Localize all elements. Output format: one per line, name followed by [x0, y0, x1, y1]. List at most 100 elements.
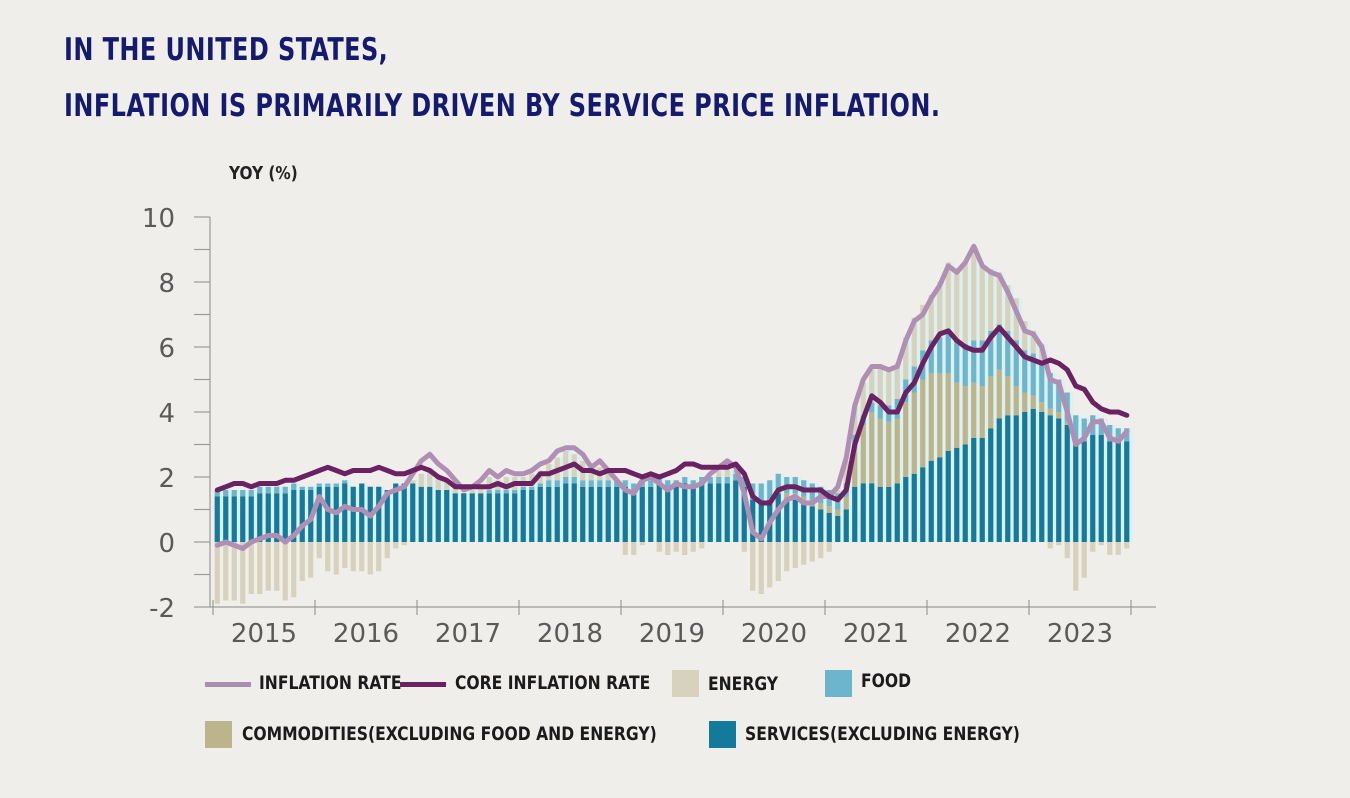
- y-tick-label: -2: [149, 594, 175, 624]
- bar-energy: [1107, 542, 1113, 555]
- bar-energy: [903, 337, 909, 380]
- bar-gap: [823, 486, 827, 542]
- bar-gap: [270, 486, 275, 542]
- bar-gap: [670, 480, 674, 542]
- bar-gap: [304, 486, 309, 542]
- bar-energy: [401, 542, 407, 546]
- bar-services: [886, 486, 892, 542]
- legend-commodities-label: COMMODITIES(EXCLUDING FOOD AND ENERGY): [242, 723, 657, 745]
- y-axis-label: YOY (%): [229, 163, 298, 184]
- bar-gap: [559, 457, 564, 542]
- bar-services: [214, 496, 220, 542]
- legend-services-label: SERVICES(EXCLUDING ENERGY): [745, 723, 1020, 745]
- bar-commodities: [903, 402, 909, 477]
- bar-commodities: [945, 373, 951, 451]
- core-inflation-rate-line: [214, 325, 1130, 506]
- bar-energy: [444, 480, 450, 490]
- bar-energy: [979, 265, 985, 341]
- bar-services: [1124, 441, 1130, 542]
- bar-food: [954, 340, 960, 383]
- bar-services: [962, 444, 968, 542]
- bar-commodities: [835, 509, 841, 516]
- bar-gap: [1018, 298, 1023, 542]
- bar-gap: [959, 269, 963, 542]
- legend-food-swatch: [825, 670, 852, 697]
- bar-commodities: [954, 382, 960, 448]
- bar-food: [988, 330, 994, 377]
- bar-food: [1005, 330, 1011, 377]
- line-layer: [214, 243, 1130, 551]
- bar-gap: [950, 262, 955, 542]
- y-tick-label: 4: [158, 399, 175, 429]
- bar-food: [316, 483, 322, 487]
- bar-energy: [945, 262, 951, 334]
- bar-gap: [687, 477, 691, 542]
- bar-services: [707, 483, 713, 542]
- bar-services: [495, 493, 501, 542]
- bar-gap: [763, 483, 768, 542]
- bar-commodities: [886, 421, 892, 487]
- bar-food: [775, 473, 781, 490]
- legend-commodities-swatch: [205, 721, 232, 748]
- bar-food: [520, 486, 526, 490]
- bar-food: [265, 486, 271, 494]
- bar-services: [639, 486, 645, 542]
- bar-food: [342, 480, 348, 484]
- bar-services: [818, 509, 824, 542]
- bar-energy: [639, 542, 645, 546]
- bar-services: [1098, 434, 1104, 542]
- bar-gap: [942, 282, 946, 542]
- legend-core-label: CORE INFLATION RATE: [455, 672, 651, 694]
- bar-gap: [806, 480, 810, 542]
- bar-commodities: [852, 447, 858, 487]
- bar-gap: [423, 473, 428, 542]
- bar-services: [724, 483, 730, 542]
- bar-gap: [534, 473, 538, 542]
- bar-food: [656, 477, 662, 484]
- bar-services: [461, 493, 467, 542]
- bar-gap: [219, 490, 224, 542]
- bar-food: [571, 477, 577, 484]
- bar-gap: [1035, 330, 1040, 542]
- bar-food: [631, 483, 637, 490]
- bar-food: [928, 340, 934, 373]
- bar-services: [869, 483, 875, 542]
- bar-services: [1064, 425, 1070, 542]
- bar-services: [282, 493, 288, 542]
- bar-services: [877, 486, 883, 542]
- bar-services: [1013, 415, 1019, 542]
- bar-food: [248, 490, 254, 497]
- bar-energy: [886, 369, 892, 406]
- bar-food: [257, 486, 263, 494]
- bar-food: [325, 483, 331, 487]
- bar-gap: [661, 477, 666, 542]
- bar-energy: [1030, 330, 1036, 354]
- bar-services: [903, 477, 909, 542]
- bar-food: [333, 483, 339, 487]
- bar-food: [597, 480, 603, 487]
- bar-energy: [1115, 542, 1121, 555]
- bar-gap: [993, 269, 997, 542]
- bar-services: [503, 493, 509, 542]
- bar-commodities: [911, 392, 917, 474]
- bar-energy: [393, 542, 399, 549]
- bar-services: [775, 493, 781, 542]
- bar-gap: [882, 366, 887, 542]
- x-tick-label: 2020: [741, 619, 807, 649]
- bar-services: [1047, 415, 1053, 542]
- bar-services: [1115, 441, 1121, 542]
- bar-services: [563, 483, 569, 542]
- bar-energy: [928, 295, 934, 341]
- bar-energy: [843, 460, 849, 484]
- bar-food: [937, 337, 943, 373]
- bar-energy: [605, 473, 611, 481]
- bar-gap: [644, 480, 649, 542]
- bar-services: [843, 509, 849, 542]
- bar-energy: [214, 542, 220, 604]
- bar-services: [937, 457, 943, 542]
- bar-food: [1047, 373, 1053, 409]
- bar-energy: [291, 542, 297, 598]
- bar-services: [1073, 444, 1079, 542]
- bar-food: [724, 477, 730, 484]
